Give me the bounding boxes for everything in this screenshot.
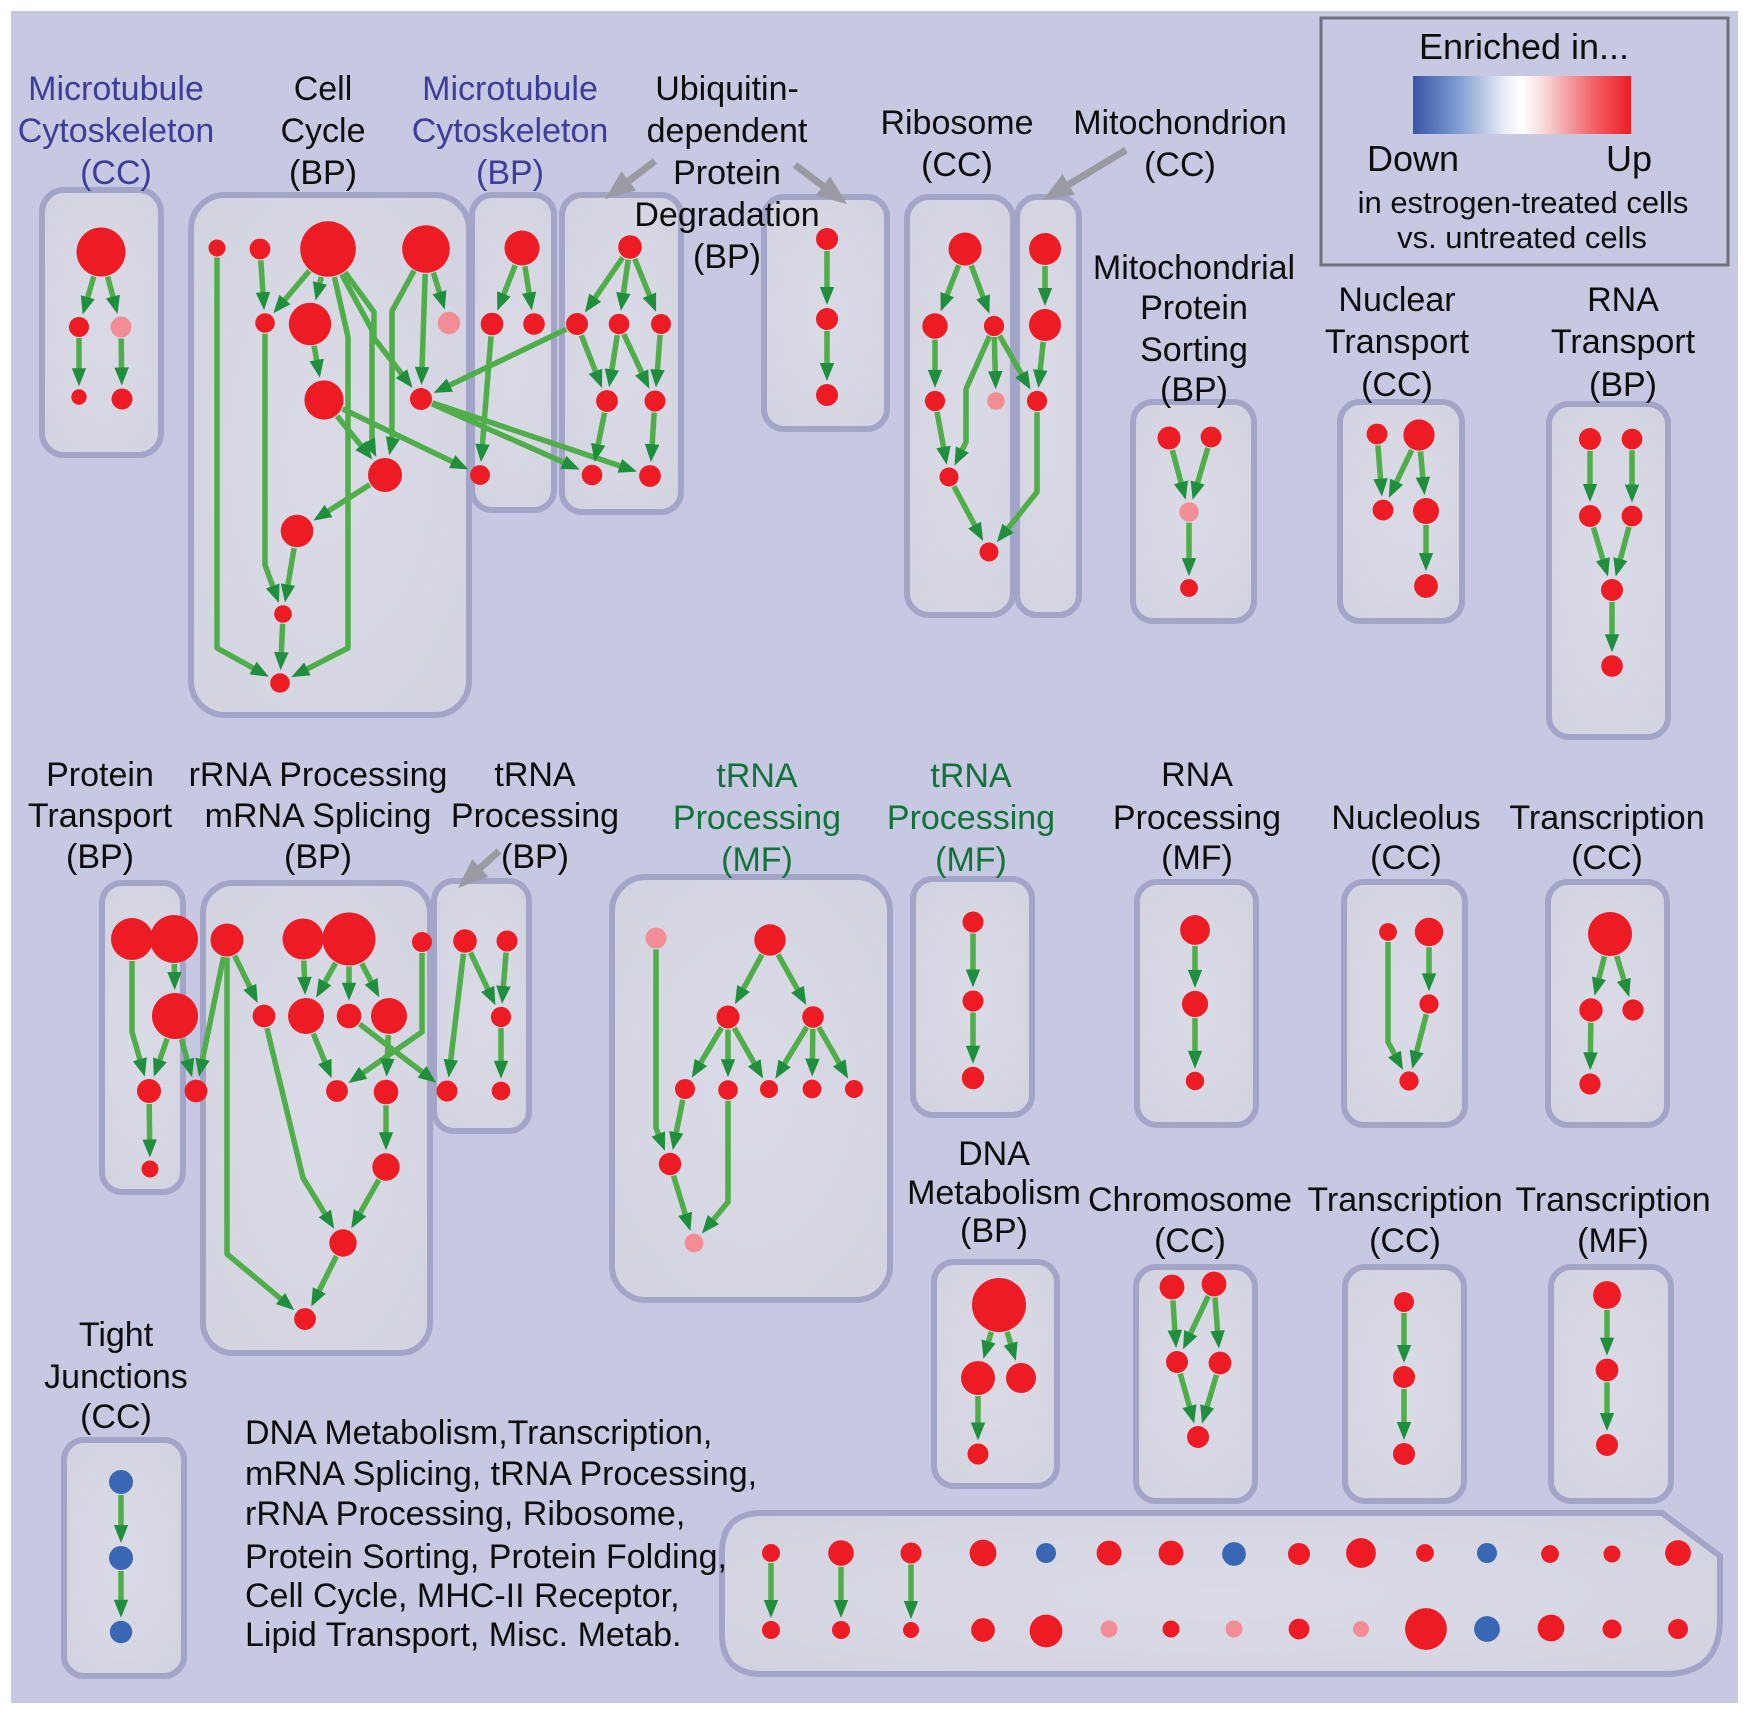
- svg-text:mRNA Splicing: mRNA Splicing: [205, 797, 432, 835]
- svg-text:(MF): (MF): [935, 841, 1007, 879]
- svg-text:Processing: Processing: [887, 799, 1055, 837]
- svg-text:Transport: Transport: [1325, 323, 1470, 361]
- svg-text:Junctions: Junctions: [44, 1358, 188, 1396]
- svg-text:rRNA Processing: rRNA Processing: [189, 756, 448, 794]
- svg-text:Microtubule: Microtubule: [422, 70, 598, 108]
- svg-text:Protein: Protein: [46, 756, 154, 794]
- svg-text:(CC): (CC): [80, 154, 152, 192]
- svg-text:Transcription: Transcription: [1515, 1181, 1710, 1219]
- svg-text:Transport: Transport: [1551, 323, 1696, 361]
- svg-text:(CC): (CC): [1361, 366, 1433, 404]
- svg-text:(CC): (CC): [1571, 839, 1643, 877]
- svg-text:Ribosome: Ribosome: [880, 104, 1033, 142]
- svg-text:DNA: DNA: [958, 1135, 1030, 1173]
- svg-text:Processing: Processing: [451, 797, 619, 835]
- svg-text:(BP): (BP): [284, 838, 352, 876]
- svg-text:Mitochondrion: Mitochondrion: [1073, 104, 1287, 142]
- svg-text:(BP): (BP): [66, 838, 134, 876]
- svg-text:(CC): (CC): [1369, 1222, 1441, 1260]
- svg-text:dependent: dependent: [647, 112, 808, 150]
- svg-text:Cycle: Cycle: [280, 112, 365, 150]
- svg-text:Cytoskeleton: Cytoskeleton: [412, 112, 609, 150]
- svg-text:tRNA: tRNA: [716, 757, 798, 795]
- svg-text:(BP): (BP): [1589, 366, 1657, 404]
- svg-text:(CC): (CC): [1370, 839, 1442, 877]
- svg-text:in estrogen-treated cells: in estrogen-treated cells: [1358, 185, 1689, 220]
- svg-text:mRNA Splicing, tRNA Processing: mRNA Splicing, tRNA Processing,: [245, 1455, 757, 1493]
- svg-text:Cell: Cell: [294, 70, 353, 108]
- svg-text:Protein: Protein: [1140, 289, 1248, 327]
- svg-text:(BP): (BP): [1160, 371, 1228, 409]
- svg-text:Nucleolus: Nucleolus: [1331, 799, 1480, 837]
- svg-text:Cell Cycle, MHC-II Receptor,: Cell Cycle, MHC-II Receptor,: [245, 1577, 680, 1615]
- svg-text:(MF): (MF): [1161, 839, 1233, 877]
- svg-text:(BP): (BP): [476, 154, 544, 192]
- svg-text:(BP): (BP): [960, 1212, 1028, 1250]
- svg-text:(CC): (CC): [1144, 146, 1216, 184]
- svg-text:Mitochondrial: Mitochondrial: [1093, 249, 1295, 287]
- svg-text:(BP): (BP): [289, 154, 357, 192]
- svg-text:DNA Metabolism,Transcription,: DNA Metabolism,Transcription,: [245, 1414, 712, 1452]
- svg-text:Transport: Transport: [28, 797, 173, 835]
- svg-text:Sorting: Sorting: [1140, 331, 1248, 369]
- svg-text:Protein: Protein: [673, 154, 781, 192]
- svg-text:Processing: Processing: [1113, 799, 1281, 837]
- svg-text:Metabolism: Metabolism: [907, 1174, 1081, 1212]
- svg-text:Microtubule: Microtubule: [28, 70, 204, 108]
- svg-text:(BP): (BP): [693, 238, 761, 276]
- svg-text:Lipid Transport, Misc. Metab.: Lipid Transport, Misc. Metab.: [245, 1616, 682, 1654]
- svg-text:RNA: RNA: [1161, 756, 1233, 794]
- svg-text:Ubiquitin-: Ubiquitin-: [655, 70, 799, 108]
- svg-text:vs. untreated cells: vs. untreated cells: [1397, 220, 1647, 255]
- svg-text:(CC): (CC): [921, 146, 993, 184]
- svg-text:Up: Up: [1606, 138, 1652, 179]
- svg-text:RNA: RNA: [1587, 281, 1659, 319]
- svg-text:Transcription: Transcription: [1307, 1181, 1502, 1219]
- svg-text:tRNA: tRNA: [930, 757, 1012, 795]
- svg-text:rRNA Processing, Ribosome,: rRNA Processing, Ribosome,: [245, 1495, 685, 1533]
- svg-text:Protein Sorting, Protein Foldi: Protein Sorting, Protein Folding,: [245, 1538, 727, 1576]
- svg-text:Chromosome: Chromosome: [1088, 1181, 1292, 1219]
- svg-text:(BP): (BP): [501, 838, 569, 876]
- svg-text:(CC): (CC): [1154, 1222, 1226, 1260]
- svg-text:Cytoskeleton: Cytoskeleton: [18, 112, 215, 150]
- svg-text:Down: Down: [1367, 138, 1459, 179]
- svg-text:Processing: Processing: [673, 799, 841, 837]
- svg-text:(CC): (CC): [80, 1398, 152, 1436]
- svg-text:Nuclear: Nuclear: [1338, 281, 1455, 319]
- svg-text:Degradation: Degradation: [634, 196, 819, 234]
- svg-text:Transcription: Transcription: [1509, 799, 1704, 837]
- svg-text:(MF): (MF): [721, 841, 793, 879]
- svg-text:tRNA: tRNA: [494, 756, 576, 794]
- svg-text:Tight: Tight: [79, 1316, 154, 1354]
- svg-text:Enriched in...: Enriched in...: [1419, 26, 1629, 67]
- svg-text:(MF): (MF): [1577, 1222, 1649, 1260]
